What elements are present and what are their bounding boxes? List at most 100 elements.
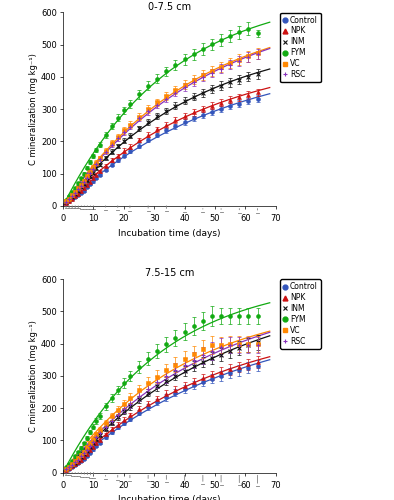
Point bbox=[121, 379, 127, 387]
Point bbox=[209, 85, 215, 93]
Point bbox=[72, 189, 78, 197]
Point bbox=[97, 426, 103, 434]
Point bbox=[78, 451, 84, 459]
Point bbox=[69, 196, 75, 203]
Point bbox=[200, 72, 206, 80]
Point bbox=[108, 122, 115, 130]
Point bbox=[191, 322, 197, 330]
Y-axis label: C mineralization (mg kg⁻¹): C mineralization (mg kg⁻¹) bbox=[29, 320, 38, 432]
Point bbox=[78, 444, 84, 452]
Point bbox=[236, 56, 242, 64]
Point bbox=[102, 424, 109, 432]
Point bbox=[115, 410, 121, 418]
Point bbox=[255, 312, 261, 320]
Point bbox=[90, 434, 97, 442]
Point bbox=[102, 402, 109, 410]
Point bbox=[63, 465, 69, 473]
Point bbox=[87, 442, 93, 450]
Point bbox=[209, 341, 215, 349]
Point bbox=[209, 371, 215, 379]
Point bbox=[81, 454, 87, 462]
Point bbox=[108, 156, 115, 164]
Point bbox=[63, 466, 69, 474]
Point bbox=[172, 366, 178, 374]
Point bbox=[255, 338, 261, 346]
Point bbox=[90, 174, 97, 182]
Point bbox=[227, 340, 233, 348]
Point bbox=[172, 116, 178, 124]
Point bbox=[154, 98, 160, 106]
Point bbox=[200, 45, 206, 53]
Point bbox=[172, 122, 178, 130]
Point bbox=[78, 456, 84, 464]
Point bbox=[84, 174, 91, 182]
Point bbox=[102, 131, 109, 139]
Point bbox=[108, 394, 115, 402]
Point bbox=[136, 124, 142, 132]
Point bbox=[72, 184, 78, 192]
Point bbox=[63, 196, 69, 204]
Point bbox=[236, 312, 242, 320]
Point bbox=[145, 355, 151, 363]
Legend: Control, NPK, INM, FYM, VC, RSC: Control, NPK, INM, FYM, VC, RSC bbox=[280, 279, 321, 349]
Point bbox=[163, 372, 169, 380]
Point bbox=[191, 108, 197, 116]
Point bbox=[163, 394, 169, 402]
Point bbox=[121, 106, 127, 114]
Point bbox=[93, 430, 100, 438]
Point bbox=[93, 417, 100, 425]
Point bbox=[121, 126, 127, 134]
Point bbox=[245, 360, 252, 368]
Point bbox=[102, 423, 109, 431]
Point bbox=[255, 70, 261, 78]
Point bbox=[75, 179, 82, 187]
Point bbox=[182, 112, 188, 120]
Point bbox=[97, 140, 103, 148]
Point bbox=[145, 380, 151, 388]
Point bbox=[145, 82, 151, 90]
Point bbox=[136, 363, 142, 371]
Point bbox=[87, 442, 93, 450]
Point bbox=[102, 154, 109, 162]
Point bbox=[121, 136, 127, 144]
Point bbox=[218, 340, 224, 348]
Point bbox=[255, 30, 261, 38]
Point bbox=[163, 94, 169, 102]
Point bbox=[87, 428, 93, 436]
Point bbox=[102, 148, 109, 156]
Point bbox=[75, 190, 82, 198]
Point bbox=[145, 130, 151, 138]
Point bbox=[227, 347, 233, 355]
Point bbox=[127, 122, 133, 130]
Point bbox=[136, 395, 142, 403]
Point bbox=[108, 426, 115, 434]
Point bbox=[145, 388, 151, 396]
Point bbox=[115, 424, 121, 432]
Point bbox=[255, 94, 261, 102]
Point bbox=[163, 106, 169, 114]
Point bbox=[72, 461, 78, 469]
Point bbox=[145, 384, 151, 392]
Point bbox=[145, 108, 151, 116]
Point bbox=[227, 102, 233, 110]
Point bbox=[255, 362, 261, 370]
Point bbox=[182, 385, 188, 393]
Point bbox=[127, 142, 133, 150]
Point bbox=[81, 186, 87, 194]
Point bbox=[218, 98, 224, 106]
Point bbox=[121, 128, 127, 136]
Point bbox=[75, 448, 82, 456]
Point bbox=[227, 369, 233, 377]
Point bbox=[154, 347, 160, 355]
Point bbox=[136, 406, 142, 413]
Point bbox=[191, 92, 197, 100]
Point bbox=[63, 466, 69, 473]
Point bbox=[66, 460, 72, 468]
Point bbox=[145, 118, 151, 126]
Point bbox=[84, 444, 91, 452]
Point bbox=[93, 170, 100, 178]
Point bbox=[127, 394, 133, 402]
Point bbox=[209, 312, 215, 320]
Point bbox=[81, 448, 87, 456]
Point bbox=[75, 454, 82, 462]
